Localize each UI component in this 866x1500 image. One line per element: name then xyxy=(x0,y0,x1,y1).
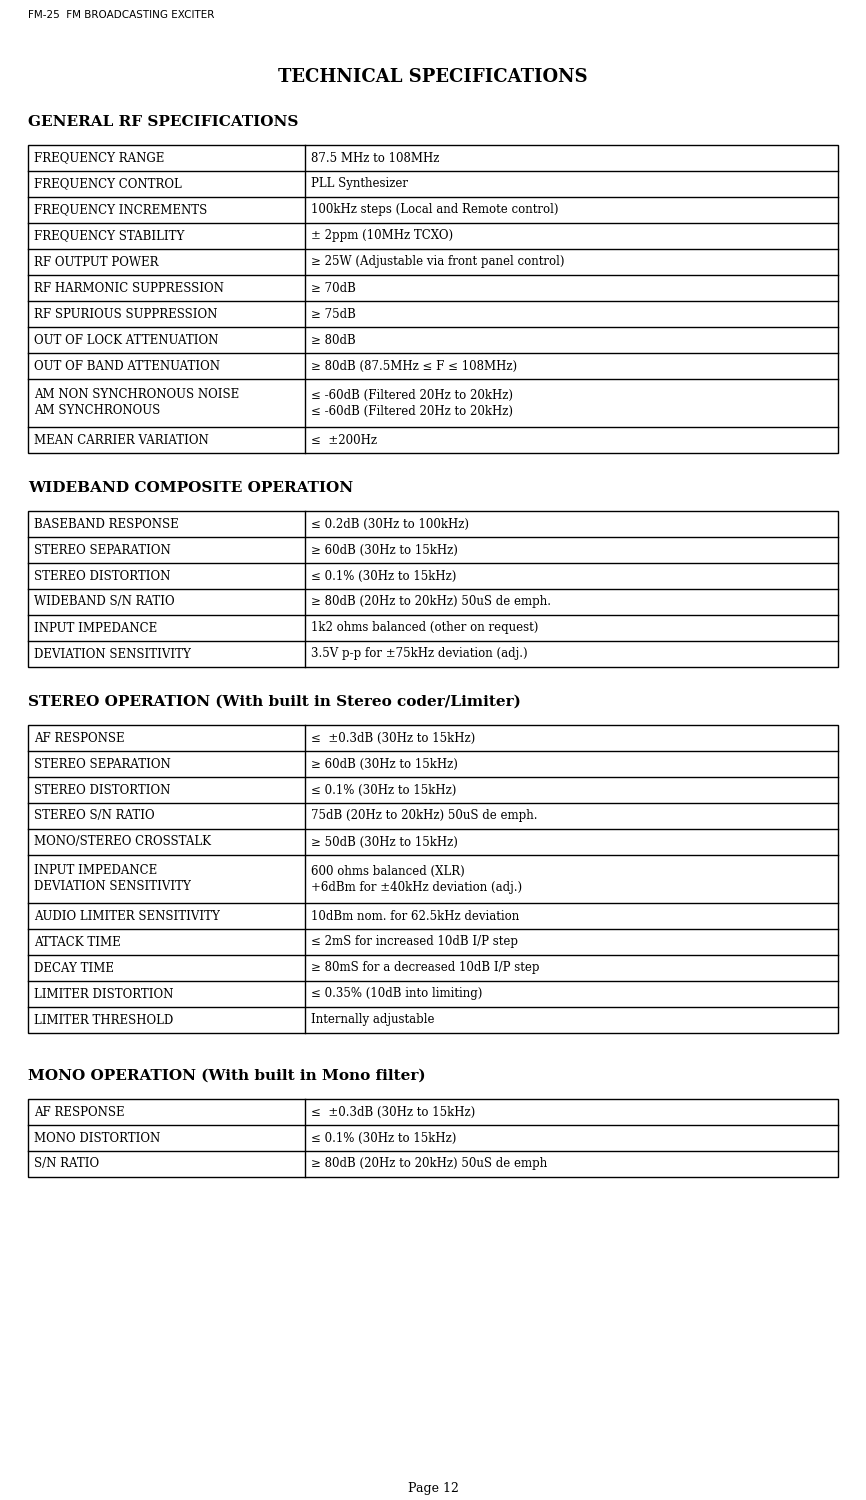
Text: ≤  ±0.3dB (30Hz to 15kHz): ≤ ±0.3dB (30Hz to 15kHz) xyxy=(311,1106,475,1119)
Text: 600 ohms balanced (XLR)
+6dBm for ±40kHz deviation (adj.): 600 ohms balanced (XLR) +6dBm for ±40kHz… xyxy=(311,864,522,894)
Text: 3.5V p-p for ±75kHz deviation (adj.): 3.5V p-p for ±75kHz deviation (adj.) xyxy=(311,648,527,660)
Text: MONO OPERATION (With built in Mono filter): MONO OPERATION (With built in Mono filte… xyxy=(28,1070,425,1083)
Text: ≥ 80dB (20Hz to 20kHz) 50uS de emph.: ≥ 80dB (20Hz to 20kHz) 50uS de emph. xyxy=(311,596,551,609)
Text: ≥ 80dB (20Hz to 20kHz) 50uS de emph: ≥ 80dB (20Hz to 20kHz) 50uS de emph xyxy=(311,1158,547,1170)
Text: WIDEBAND S/N RATIO: WIDEBAND S/N RATIO xyxy=(34,596,175,609)
Text: ≤ 0.2dB (30Hz to 100kHz): ≤ 0.2dB (30Hz to 100kHz) xyxy=(311,518,469,531)
Text: DEVIATION SENSITIVITY: DEVIATION SENSITIVITY xyxy=(34,648,191,660)
Bar xyxy=(28,146,838,453)
Text: INPUT IMPEDANCE: INPUT IMPEDANCE xyxy=(34,621,158,634)
Text: ≥ 75dB: ≥ 75dB xyxy=(311,308,356,321)
Text: STEREO DISTORTION: STEREO DISTORTION xyxy=(34,783,171,796)
Text: RF SPURIOUS SUPPRESSION: RF SPURIOUS SUPPRESSION xyxy=(34,308,217,321)
Text: STEREO S/N RATIO: STEREO S/N RATIO xyxy=(34,810,155,822)
Text: FREQUENCY STABILITY: FREQUENCY STABILITY xyxy=(34,230,184,243)
Text: OUT OF BAND ATTENUATION: OUT OF BAND ATTENUATION xyxy=(34,360,220,372)
Text: FREQUENCY CONTROL: FREQUENCY CONTROL xyxy=(34,177,182,190)
Text: FREQUENCY INCREMENTS: FREQUENCY INCREMENTS xyxy=(34,204,207,216)
Text: ≥ 60dB (30Hz to 15kHz): ≥ 60dB (30Hz to 15kHz) xyxy=(311,543,458,556)
Text: MEAN CARRIER VARIATION: MEAN CARRIER VARIATION xyxy=(34,433,209,447)
Text: STEREO DISTORTION: STEREO DISTORTION xyxy=(34,570,171,582)
Text: ≤ 0.35% (10dB into limiting): ≤ 0.35% (10dB into limiting) xyxy=(311,987,482,1000)
Text: ≥ 80mS for a decreased 10dB I/P step: ≥ 80mS for a decreased 10dB I/P step xyxy=(311,962,540,975)
Text: 100kHz steps (Local and Remote control): 100kHz steps (Local and Remote control) xyxy=(311,204,559,216)
Text: INPUT IMPEDANCE
DEVIATION SENSITIVITY: INPUT IMPEDANCE DEVIATION SENSITIVITY xyxy=(34,864,191,894)
Text: AUDIO LIMITER SENSITIVITY: AUDIO LIMITER SENSITIVITY xyxy=(34,909,220,922)
Text: ≤ 0.1% (30Hz to 15kHz): ≤ 0.1% (30Hz to 15kHz) xyxy=(311,570,456,582)
Text: AF RESPONSE: AF RESPONSE xyxy=(34,732,125,744)
Text: ≤ -60dB (Filtered 20Hz to 20kHz)
≤ -60dB (Filtered 20Hz to 20kHz): ≤ -60dB (Filtered 20Hz to 20kHz) ≤ -60dB… xyxy=(311,388,513,417)
Text: ≤ 0.1% (30Hz to 15kHz): ≤ 0.1% (30Hz to 15kHz) xyxy=(311,783,456,796)
Text: ≥ 50dB (30Hz to 15kHz): ≥ 50dB (30Hz to 15kHz) xyxy=(311,836,458,849)
Text: DECAY TIME: DECAY TIME xyxy=(34,962,114,975)
Text: AM NON SYNCHRONOUS NOISE
AM SYNCHRONOUS: AM NON SYNCHRONOUS NOISE AM SYNCHRONOUS xyxy=(34,388,239,417)
Text: S/N RATIO: S/N RATIO xyxy=(34,1158,99,1170)
Text: ± 2ppm (10MHz TCXO): ± 2ppm (10MHz TCXO) xyxy=(311,230,453,243)
Text: 1k2 ohms balanced (other on request): 1k2 ohms balanced (other on request) xyxy=(311,621,539,634)
Bar xyxy=(28,724,838,1034)
Text: 87.5 MHz to 108MHz: 87.5 MHz to 108MHz xyxy=(311,152,439,165)
Text: STEREO SEPARATION: STEREO SEPARATION xyxy=(34,758,171,771)
Text: TECHNICAL SPECIFICATIONS: TECHNICAL SPECIFICATIONS xyxy=(278,68,588,86)
Text: AF RESPONSE: AF RESPONSE xyxy=(34,1106,125,1119)
Text: LIMITER THRESHOLD: LIMITER THRESHOLD xyxy=(34,1014,173,1026)
Text: MONO/STEREO CROSSTALK: MONO/STEREO CROSSTALK xyxy=(34,836,211,849)
Bar xyxy=(28,1100,838,1178)
Text: ≥ 25W (Adjustable via front panel control): ≥ 25W (Adjustable via front panel contro… xyxy=(311,255,565,268)
Text: LIMITER DISTORTION: LIMITER DISTORTION xyxy=(34,987,173,1000)
Text: ≤  ±200Hz: ≤ ±200Hz xyxy=(311,433,377,447)
Text: ≥ 70dB: ≥ 70dB xyxy=(311,282,356,294)
Text: PLL Synthesizer: PLL Synthesizer xyxy=(311,177,408,190)
Text: ≤  ±0.3dB (30Hz to 15kHz): ≤ ±0.3dB (30Hz to 15kHz) xyxy=(311,732,475,744)
Text: ≥ 80dB: ≥ 80dB xyxy=(311,333,356,346)
Text: ATTACK TIME: ATTACK TIME xyxy=(34,936,120,948)
Text: ≥ 80dB (87.5MHz ≤ F ≤ 108MHz): ≥ 80dB (87.5MHz ≤ F ≤ 108MHz) xyxy=(311,360,517,372)
Text: MONO DISTORTION: MONO DISTORTION xyxy=(34,1131,160,1144)
Bar xyxy=(28,512,838,668)
Text: 10dBm nom. for 62.5kHz deviation: 10dBm nom. for 62.5kHz deviation xyxy=(311,909,520,922)
Text: STEREO OPERATION (With built in Stereo coder/Limiter): STEREO OPERATION (With built in Stereo c… xyxy=(28,694,520,709)
Text: Internally adjustable: Internally adjustable xyxy=(311,1014,435,1026)
Text: ≤ 0.1% (30Hz to 15kHz): ≤ 0.1% (30Hz to 15kHz) xyxy=(311,1131,456,1144)
Text: BASEBAND RESPONSE: BASEBAND RESPONSE xyxy=(34,518,178,531)
Text: Page 12: Page 12 xyxy=(408,1482,458,1496)
Text: GENERAL RF SPECIFICATIONS: GENERAL RF SPECIFICATIONS xyxy=(28,116,299,129)
Text: RF OUTPUT POWER: RF OUTPUT POWER xyxy=(34,255,158,268)
Text: FREQUENCY RANGE: FREQUENCY RANGE xyxy=(34,152,165,165)
Text: WIDEBAND COMPOSITE OPERATION: WIDEBAND COMPOSITE OPERATION xyxy=(28,482,353,495)
Text: ≤ 2mS for increased 10dB I/P step: ≤ 2mS for increased 10dB I/P step xyxy=(311,936,518,948)
Text: RF HARMONIC SUPPRESSION: RF HARMONIC SUPPRESSION xyxy=(34,282,224,294)
Text: OUT OF LOCK ATTENUATION: OUT OF LOCK ATTENUATION xyxy=(34,333,218,346)
Text: 75dB (20Hz to 20kHz) 50uS de emph.: 75dB (20Hz to 20kHz) 50uS de emph. xyxy=(311,810,538,822)
Text: ≥ 60dB (30Hz to 15kHz): ≥ 60dB (30Hz to 15kHz) xyxy=(311,758,458,771)
Text: STEREO SEPARATION: STEREO SEPARATION xyxy=(34,543,171,556)
Text: FM-25  FM BROADCASTING EXCITER: FM-25 FM BROADCASTING EXCITER xyxy=(28,10,215,20)
